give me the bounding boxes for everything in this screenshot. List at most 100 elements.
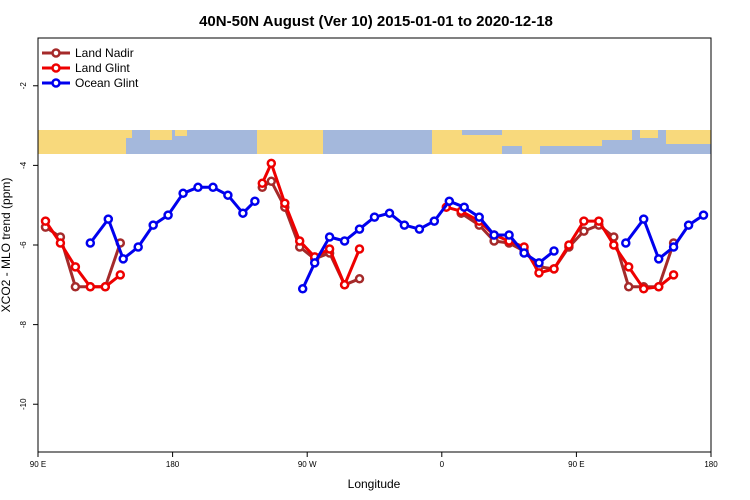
data-point xyxy=(489,230,499,240)
y-tick-label: -4 xyxy=(19,161,28,169)
data-point xyxy=(208,182,218,193)
series-land-nadir xyxy=(40,176,679,292)
data-point xyxy=(549,246,559,256)
chart-title: 40N-50N August (Ver 10) 2015-01-01 to 20… xyxy=(199,13,553,30)
x-axis: 90 E 180 90 W 0 90 E 180 xyxy=(30,452,718,469)
data-point xyxy=(653,282,664,292)
legend-item: Land Glint xyxy=(42,61,130,75)
legend-swatch-marker xyxy=(51,63,61,73)
x-axis-label: Longitude xyxy=(348,477,401,491)
data-point xyxy=(223,190,233,200)
data-point xyxy=(579,226,589,236)
data-point xyxy=(653,254,664,264)
data-point xyxy=(564,240,574,250)
land-block xyxy=(432,130,462,154)
data-point xyxy=(534,258,544,268)
data-point xyxy=(623,262,634,272)
data-point xyxy=(324,232,335,242)
data-point xyxy=(250,196,260,206)
legend-label: Land Nadir xyxy=(75,46,134,60)
data-point xyxy=(384,208,395,218)
land-block xyxy=(150,130,172,140)
data-point xyxy=(354,244,365,254)
data-point xyxy=(369,212,380,222)
x-tick-label: 180 xyxy=(166,460,180,469)
data-point xyxy=(118,254,128,264)
data-point xyxy=(623,282,634,292)
x-tick-label: 180 xyxy=(704,460,718,469)
data-point xyxy=(309,258,320,268)
data-point xyxy=(40,216,51,226)
x-tick-label: 0 xyxy=(440,460,445,469)
data-point xyxy=(85,282,96,292)
data-point xyxy=(266,176,277,187)
data-point xyxy=(609,240,619,250)
data-point xyxy=(638,214,649,224)
data-point xyxy=(193,182,203,193)
y-tick-label: -8 xyxy=(19,321,28,329)
legend-label: Ocean Glint xyxy=(75,76,139,90)
y-tick-label: -6 xyxy=(19,241,28,249)
data-point xyxy=(534,268,544,278)
land-block xyxy=(257,130,323,154)
data-point xyxy=(85,238,96,248)
data-point xyxy=(163,210,173,220)
data-point xyxy=(55,238,66,248)
legend-swatch-marker xyxy=(51,48,61,58)
land-block xyxy=(602,130,632,140)
land-block xyxy=(38,130,126,154)
data-point xyxy=(698,210,709,220)
data-point xyxy=(178,188,188,199)
land-block xyxy=(666,130,711,144)
legend-swatch-marker xyxy=(51,78,61,88)
data-point xyxy=(103,214,114,224)
data-point xyxy=(148,220,158,230)
data-point xyxy=(100,282,111,292)
data-point xyxy=(354,224,365,234)
data-point xyxy=(668,242,679,252)
data-point xyxy=(414,224,425,234)
data-point xyxy=(459,202,469,212)
data-point xyxy=(504,230,514,240)
data-point xyxy=(339,236,350,246)
data-point xyxy=(429,216,440,226)
data-point xyxy=(70,262,81,272)
data-point xyxy=(324,244,335,254)
data-point xyxy=(594,216,604,226)
land-block xyxy=(462,135,502,154)
data-point xyxy=(339,280,350,290)
land-block xyxy=(175,130,187,136)
y-axis: -2 -4 -6 -8 -10 xyxy=(19,82,38,410)
data-point xyxy=(133,242,143,252)
map-strip-land xyxy=(38,130,711,154)
data-point xyxy=(474,212,484,222)
y-tick-label: -10 xyxy=(19,398,28,410)
x-tick-label: 90 E xyxy=(30,460,46,469)
series-line xyxy=(260,161,361,287)
data-point xyxy=(444,196,455,206)
data-point xyxy=(354,274,365,284)
series-layer xyxy=(40,158,709,294)
data-point xyxy=(579,216,589,226)
land-block xyxy=(522,144,540,154)
data-point xyxy=(297,284,308,294)
data-point xyxy=(638,284,649,294)
data-point xyxy=(257,178,268,189)
land-block xyxy=(126,130,132,138)
map-strip xyxy=(38,130,711,154)
data-point xyxy=(238,208,248,218)
data-point xyxy=(549,264,559,274)
y-axis-label: XCO2 - MLO trend (ppm) xyxy=(0,178,13,313)
land-block xyxy=(502,130,602,146)
legend-label: Land Glint xyxy=(75,61,130,75)
data-point xyxy=(668,270,679,280)
x-tick-label: 90 W xyxy=(298,460,317,469)
data-point xyxy=(70,282,81,292)
series-ocean-glint xyxy=(85,182,709,294)
data-point xyxy=(294,236,305,246)
y-tick-label: -2 xyxy=(19,82,28,90)
legend-item: Land Nadir xyxy=(42,46,134,60)
data-point xyxy=(621,238,631,248)
